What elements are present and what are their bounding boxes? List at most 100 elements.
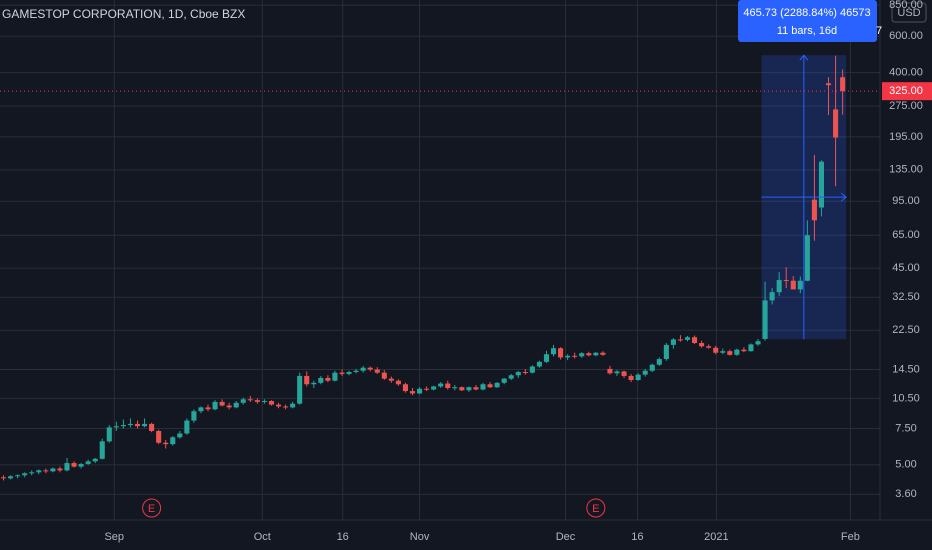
candle-body — [318, 377, 324, 383]
y-tick-label: 3.60 — [895, 488, 916, 500]
measure-sublabel: 11 bars, 16d — [777, 25, 837, 37]
candle-body — [741, 349, 747, 352]
chart-title: GAMESTOP CORPORATION, 1D, Cboe BZX — [2, 7, 245, 21]
candle-body — [417, 388, 423, 394]
candle-body — [699, 343, 705, 347]
candle-body — [459, 387, 465, 391]
candle-body — [402, 384, 408, 392]
candle-body — [790, 280, 796, 290]
candle-body — [254, 400, 260, 402]
candle-body — [431, 386, 437, 390]
candle-body — [586, 353, 592, 356]
candle-body — [536, 361, 542, 367]
candle-body — [64, 463, 70, 471]
candle-body — [177, 433, 183, 438]
candle-body — [205, 407, 211, 410]
candle-body — [508, 375, 514, 379]
candle-body — [727, 351, 733, 355]
candle-body — [579, 353, 585, 357]
candle-body — [297, 375, 303, 404]
candle-body — [374, 369, 380, 373]
y-tick-label: 22.50 — [892, 324, 920, 336]
x-tick-label: Sep — [104, 531, 124, 543]
candle-body — [142, 423, 148, 427]
candle-body — [593, 352, 599, 356]
candle-body — [247, 399, 253, 401]
candle-body — [57, 468, 63, 471]
candle-body — [191, 411, 197, 421]
candle-body — [692, 337, 698, 344]
candle-body — [473, 387, 479, 390]
candle-body — [219, 401, 225, 406]
candle-body — [529, 366, 535, 373]
candle-body — [283, 406, 289, 408]
candle-body — [811, 199, 817, 221]
y-tick-label: 14.50 — [892, 363, 920, 375]
candle-body — [755, 341, 761, 345]
candle-body — [261, 401, 267, 403]
candle-body — [50, 468, 56, 472]
event-label: E — [148, 503, 155, 515]
candle-body — [149, 423, 155, 431]
candle-body — [29, 472, 35, 474]
y-tick-label: 10.50 — [892, 392, 920, 404]
candle-body — [198, 407, 204, 412]
candle-body — [233, 402, 239, 408]
x-tick-label: 16 — [631, 531, 643, 543]
candle-body — [804, 235, 810, 281]
candle-body — [43, 470, 49, 472]
candle-body — [776, 280, 782, 293]
candle-body — [670, 339, 676, 345]
candle-body — [550, 348, 557, 355]
candle-body — [515, 372, 521, 376]
candle-body — [395, 380, 401, 385]
candle-body — [381, 372, 387, 379]
y-tick-label: 95.00 — [892, 195, 920, 207]
candle-body — [762, 300, 768, 339]
candle-body — [353, 370, 359, 373]
candle-body — [572, 355, 578, 357]
candle-body — [304, 375, 310, 385]
candle-body — [818, 161, 825, 208]
event-marker — [142, 498, 162, 518]
y-tick-label: 195.00 — [889, 131, 923, 143]
candle-body — [184, 420, 190, 434]
candle-body — [99, 441, 105, 459]
candle-body — [769, 292, 775, 301]
x-tick-label: Dec — [556, 531, 576, 543]
candle-body — [713, 347, 719, 353]
candle-body — [614, 371, 620, 374]
candle-body — [15, 475, 21, 477]
y-tick-label: 65.00 — [892, 229, 920, 241]
y-tick-label: 45.00 — [892, 262, 920, 274]
candle-body — [487, 384, 493, 388]
y-tick-label: 135.00 — [889, 164, 923, 176]
candle-body — [127, 423, 133, 426]
candle-body — [480, 384, 486, 390]
candle-body — [677, 339, 683, 341]
candle-body — [240, 399, 246, 403]
measure-extra: 7 — [876, 25, 882, 37]
candle-body — [607, 368, 613, 374]
candle-body — [22, 473, 28, 476]
candle-body — [409, 391, 416, 394]
candle-body — [424, 388, 430, 390]
candle-body — [346, 372, 352, 374]
x-tick-label: Nov — [410, 531, 430, 543]
candle-body — [565, 355, 571, 358]
measure-arrow — [840, 192, 847, 202]
candle-body — [649, 364, 655, 371]
y-tick-label: 32.50 — [892, 291, 920, 303]
candle-body — [522, 372, 528, 374]
y-tick-label: 5.00 — [895, 459, 916, 471]
candle-body — [332, 372, 338, 381]
candle-body — [311, 382, 317, 385]
candle-body — [501, 378, 507, 383]
candle-body — [734, 349, 740, 355]
last-price-box — [882, 82, 932, 101]
candle-body — [92, 458, 98, 462]
y-tick-label: 600.00 — [889, 30, 923, 42]
candle-body — [642, 370, 648, 375]
candle-body — [840, 77, 846, 92]
